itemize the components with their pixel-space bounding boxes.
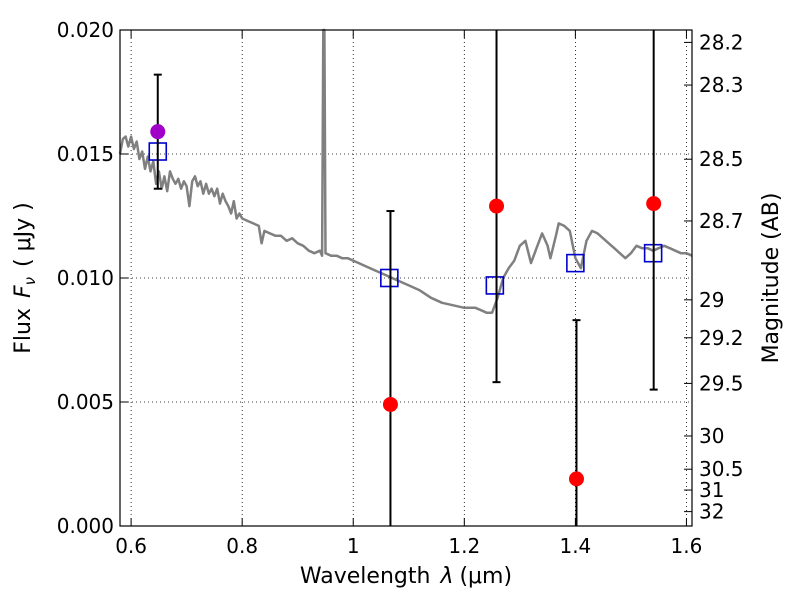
x-tick-label: 1.4	[559, 534, 591, 558]
y2-tick-label: 29.2	[699, 326, 744, 350]
observed-flux-point	[489, 198, 505, 214]
gridlines	[120, 30, 692, 526]
model-square-marker	[485, 276, 505, 295]
y-axis-title-unit: ( μJy )	[11, 202, 36, 267]
x-tick-label: 0.8	[226, 534, 258, 558]
x-axis-title: Wavelength λ (μm)	[300, 564, 512, 589]
y-axis-title-symbol: F	[11, 285, 36, 298]
spectrum-line	[118, 28, 693, 314]
observed-flux-point	[150, 124, 166, 140]
y-axis-title: Flux Fν ( μJy )	[11, 202, 39, 353]
observed-flux-point	[382, 396, 398, 412]
y-tick-label: 0.015	[57, 142, 114, 166]
plot-series	[118, 28, 693, 526]
y2-tick-label: 30.5	[699, 457, 744, 481]
model-square-marker	[380, 268, 399, 288]
y2-tick-label: 28.7	[699, 209, 744, 233]
x-axis-title-word: Wavelength	[300, 564, 431, 589]
y2-tick-label: 28.3	[699, 73, 744, 97]
y-tick-label: 0.005	[57, 390, 114, 414]
y2-tick-label: 28.2	[699, 30, 744, 54]
y2-tick-label: 28.5	[699, 147, 744, 171]
y2-tick-label: 32	[699, 500, 724, 524]
x-tick-label: 0.6	[115, 534, 147, 558]
y2-tick-label: 30	[699, 424, 724, 448]
y2-axis-title: Magnitude (AB)	[759, 193, 784, 364]
axis-ticks: 0.6 0.8 1 1.2 1.4 1.6 0.000 0.005 0.010 0.015 0.02…	[57, 18, 744, 558]
y-tick-label: 0.020	[57, 18, 114, 42]
y2-tick-label: 31	[699, 478, 724, 502]
y-axis-title-flux: Flux	[11, 308, 36, 354]
y2-tick-label: 29.5	[699, 371, 744, 395]
y-axis-title-subscript: ν	[21, 277, 39, 285]
y-tick-label: 0.010	[57, 266, 114, 290]
observed-flux-point	[568, 471, 584, 487]
x-axis-title-unit: (μm)	[459, 564, 512, 589]
x-axis-title-symbol: λ	[439, 564, 453, 589]
observed-flux-point	[646, 196, 662, 212]
y-tick-label: 0.000	[57, 514, 114, 538]
model-square-marker	[566, 253, 585, 273]
x-tick-label: 1.2	[448, 534, 480, 558]
plot-frame	[119, 29, 693, 527]
x-tick-label: 1	[347, 534, 360, 558]
y2-tick-label: 29	[699, 288, 724, 312]
x-tick-label: 1.6	[671, 534, 703, 558]
